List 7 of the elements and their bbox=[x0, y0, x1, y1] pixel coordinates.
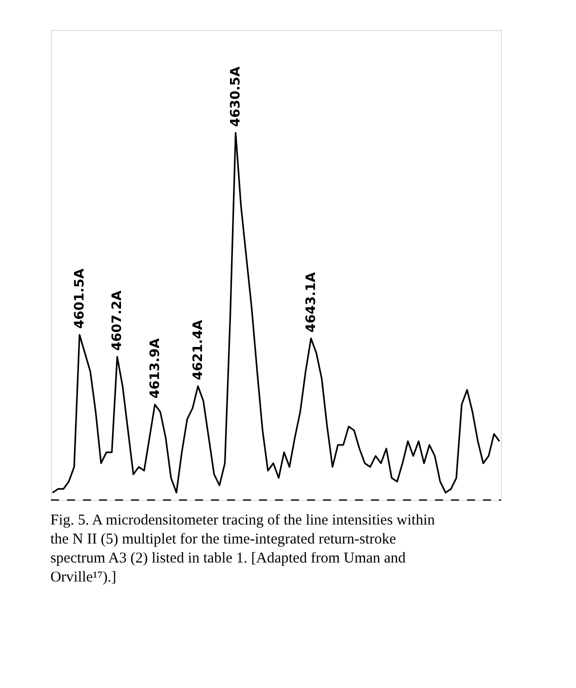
annotation: 4601.5A bbox=[72, 268, 88, 329]
caption: Fig. 5. A microdensitometer tracing of the line intensities within the N II (5) multiplet for the time-integrated return-stroke spectrum A3 (2) listed in table 1. [Adapted from Uman and Orville¹⁷).] bbox=[50, 512, 436, 586]
annotation: 4607.2A bbox=[110, 290, 126, 351]
annotation: 4643.1A bbox=[304, 272, 319, 332]
text: 4630.5A bbox=[228, 66, 244, 127]
annotation: 4621.4A bbox=[190, 320, 206, 380]
annotation: 4613.9A bbox=[148, 338, 163, 399]
